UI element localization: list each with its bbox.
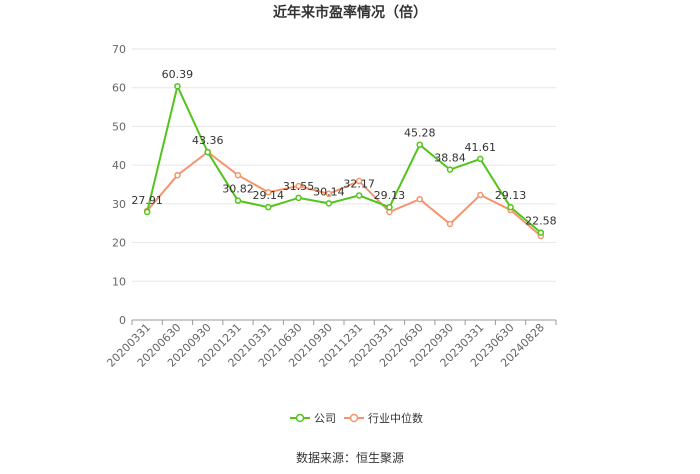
data-label: 29.14 [253, 189, 285, 202]
data-point [234, 197, 242, 204]
data-point [265, 188, 272, 196]
data-label: 30.14 [313, 185, 345, 198]
data-point [174, 82, 181, 90]
data-point [386, 203, 393, 211]
legend-item-industry-median[interactable]: 行业中位数 [344, 411, 423, 425]
data-labels: 27.91 60.39 43.36 30.8229.1431.5530.1432.17… [131, 68, 556, 227]
data-point [204, 148, 211, 156]
series-line-industry-median [146, 150, 542, 237]
data-point [174, 171, 181, 179]
data-label: 32.17 [343, 177, 375, 190]
legend-item-company[interactable]: 公司 [290, 412, 336, 425]
data-point [143, 208, 151, 216]
data-point [295, 182, 302, 190]
data-label: 29.13 [374, 189, 406, 202]
data-label: 60.39 [162, 68, 194, 81]
data-label: 27.91 [131, 194, 163, 207]
data-point [416, 195, 423, 203]
data-label: 31.55 [283, 180, 315, 193]
y-tick-label: 30 [112, 198, 126, 211]
data-label: 29.13 [495, 189, 527, 202]
legend-label: 行业中位数 [368, 411, 423, 425]
data-label: 38.84 [434, 152, 466, 165]
data-point [295, 194, 302, 202]
series-line-company [146, 83, 542, 234]
y-tick-label: 40 [112, 159, 126, 172]
legend-swatch-marker [349, 413, 359, 423]
legend-label: 公司 [314, 412, 336, 425]
data-point [355, 177, 363, 185]
data-point [446, 166, 454, 173]
axes: 0102030405060702020033120200630202009302… [104, 43, 557, 370]
data-point [446, 220, 454, 228]
data-point [325, 190, 333, 198]
data-label: 30.82 [222, 183, 254, 196]
data-point [416, 141, 423, 148]
data-label: 45.28 [404, 127, 436, 140]
y-tick-label: 10 [112, 275, 126, 288]
data-label: 43.36 [192, 134, 224, 147]
data-point [477, 155, 484, 163]
data-point [477, 191, 484, 199]
y-tick-label: 0 [119, 314, 126, 327]
legend[interactable]: 公司 行业中位数 [290, 411, 423, 425]
data-label: 41.61 [465, 141, 497, 154]
series [143, 82, 545, 240]
y-tick-label: 20 [112, 237, 126, 250]
data-point [537, 229, 545, 236]
data-point [325, 200, 333, 207]
data-label: 22.58 [525, 215, 557, 228]
data-point [355, 192, 363, 199]
source-note: 数据来源：恒生聚源 [296, 450, 404, 465]
chart-title: 近年来市盈率情况（倍） [273, 4, 427, 21]
y-tick-label: 60 [112, 82, 126, 95]
data-point [234, 171, 242, 179]
legend-swatch-marker [295, 413, 305, 423]
grid [132, 48, 556, 282]
data-point [265, 203, 272, 211]
y-tick-label: 70 [112, 43, 126, 56]
data-point [507, 203, 514, 211]
y-tick-label: 50 [112, 120, 126, 133]
